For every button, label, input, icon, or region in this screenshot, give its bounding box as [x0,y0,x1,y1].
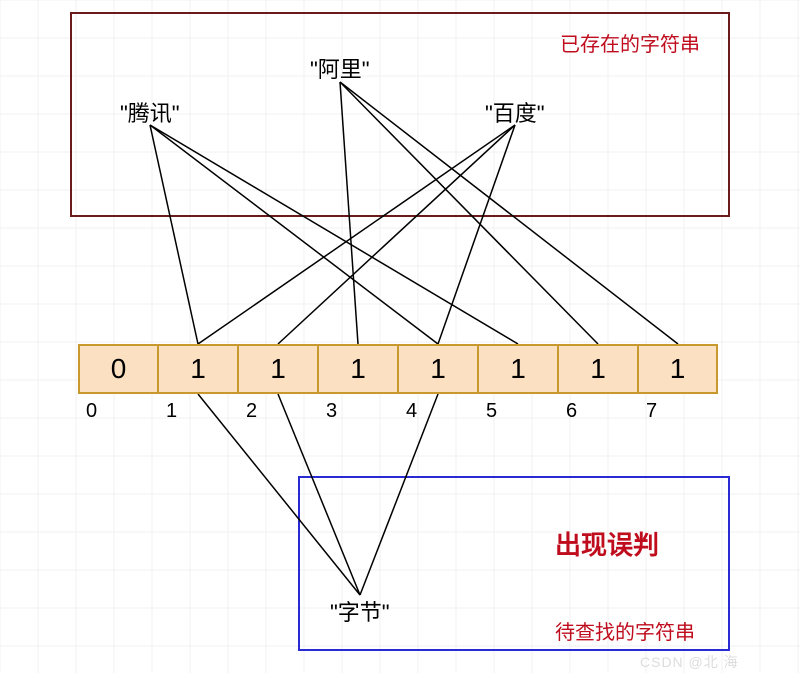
bit-index: 5 [486,400,497,423]
bit-cell: 0 [78,344,158,394]
label-ali: "阿里" [310,52,370,84]
bottom-caption: 待查找的字符串 [555,616,695,645]
bit-index: 7 [646,400,657,423]
bit-array: 01111111 [78,344,718,394]
bit-cell: 1 [158,344,238,394]
bit-index: 2 [246,400,257,423]
bit-index: 6 [566,400,577,423]
bit-index: 0 [86,400,97,423]
label-tencent: "腾讯" [120,96,180,128]
bit-cell: 1 [318,344,398,394]
bit-index: 4 [406,400,417,423]
label-baidu: "百度" [485,96,545,128]
bit-cell: 1 [238,344,318,394]
bit-cell: 1 [638,344,718,394]
watermark: CSDN @北 海 [640,652,739,672]
bit-index: 3 [326,400,337,423]
label-bytedance: "字节" [330,595,390,627]
bit-cell: 1 [398,344,478,394]
top-caption: 已存在的字符串 [560,28,700,57]
bit-cell: 1 [478,344,558,394]
bit-cell: 1 [558,344,638,394]
diagram-canvas: { "canvas": { "width": 800, "height": 67… [0,0,800,673]
bit-index: 1 [166,400,177,423]
misjudge-caption: 出现误判 [555,525,659,562]
